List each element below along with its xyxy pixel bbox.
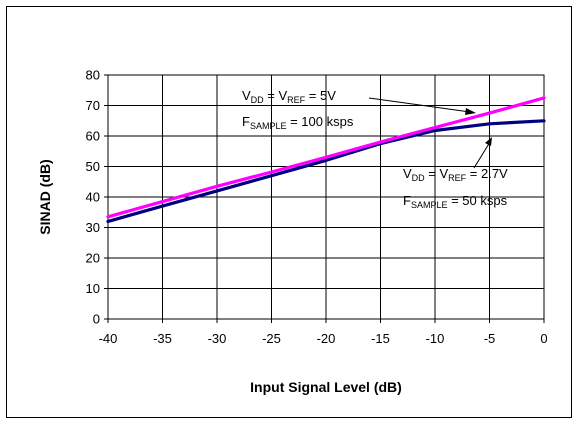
x-tick-label: -30 [208,331,227,346]
annotation-27v-arrowhead [485,137,492,146]
annotation-27v-line1: VDD = VREF = 2.7V [403,166,508,183]
x-tick-label: -35 [153,331,172,346]
annotation-5v-arrowhead [465,108,476,115]
grid [104,74,545,323]
x-tick-label: -40 [99,331,118,346]
y-tick-labels: 0 10 20 30 40 50 60 70 80 [86,68,100,327]
y-tick-label: 40 [86,190,100,205]
y-tick-label: 80 [86,68,100,83]
series-line-5v [106,96,546,219]
x-tick-label: -20 [317,331,336,346]
y-tick-label: 10 [86,281,100,296]
annotation-5v: VDD = VREF = 5V FSAMPLE = 100 ksps [242,88,476,131]
x-axis-title: Input Signal Level (dB) [250,379,402,395]
x-tick-label: -10 [426,331,445,346]
x-tick-label: 0 [540,331,547,346]
y-tick-label: 20 [86,251,100,266]
annotation-27v-line2: FSAMPLE = 50 ksps [403,193,508,210]
y-tick-label: 60 [86,129,100,144]
annotation-27v: VDD = VREF = 2.7V FSAMPLE = 50 ksps [403,137,508,210]
x-tick-label: -15 [371,331,390,346]
annotation-27v-arrow [473,141,491,169]
x-tick-label: -5 [484,331,496,346]
y-tick-label: 70 [86,98,100,113]
y-tick-label: 50 [86,159,100,174]
annotation-5v-arrow [368,97,471,113]
plot-border [107,74,545,320]
y-tick-label: 0 [93,312,100,327]
x-tick-label: -25 [262,331,281,346]
annotation-5v-line2: FSAMPLE = 100 ksps [242,114,354,131]
y-axis-title: SINAD (dB) [37,159,53,234]
y-tick-label: 30 [86,220,100,235]
x-tick-labels: -40 -35 -30 -25 -20 -15 -10 -5 0 [99,331,548,346]
series-line-2-7v [106,119,546,223]
series-lines [106,96,546,223]
annotation-5v-line1: VDD = VREF = 5V [242,88,336,105]
